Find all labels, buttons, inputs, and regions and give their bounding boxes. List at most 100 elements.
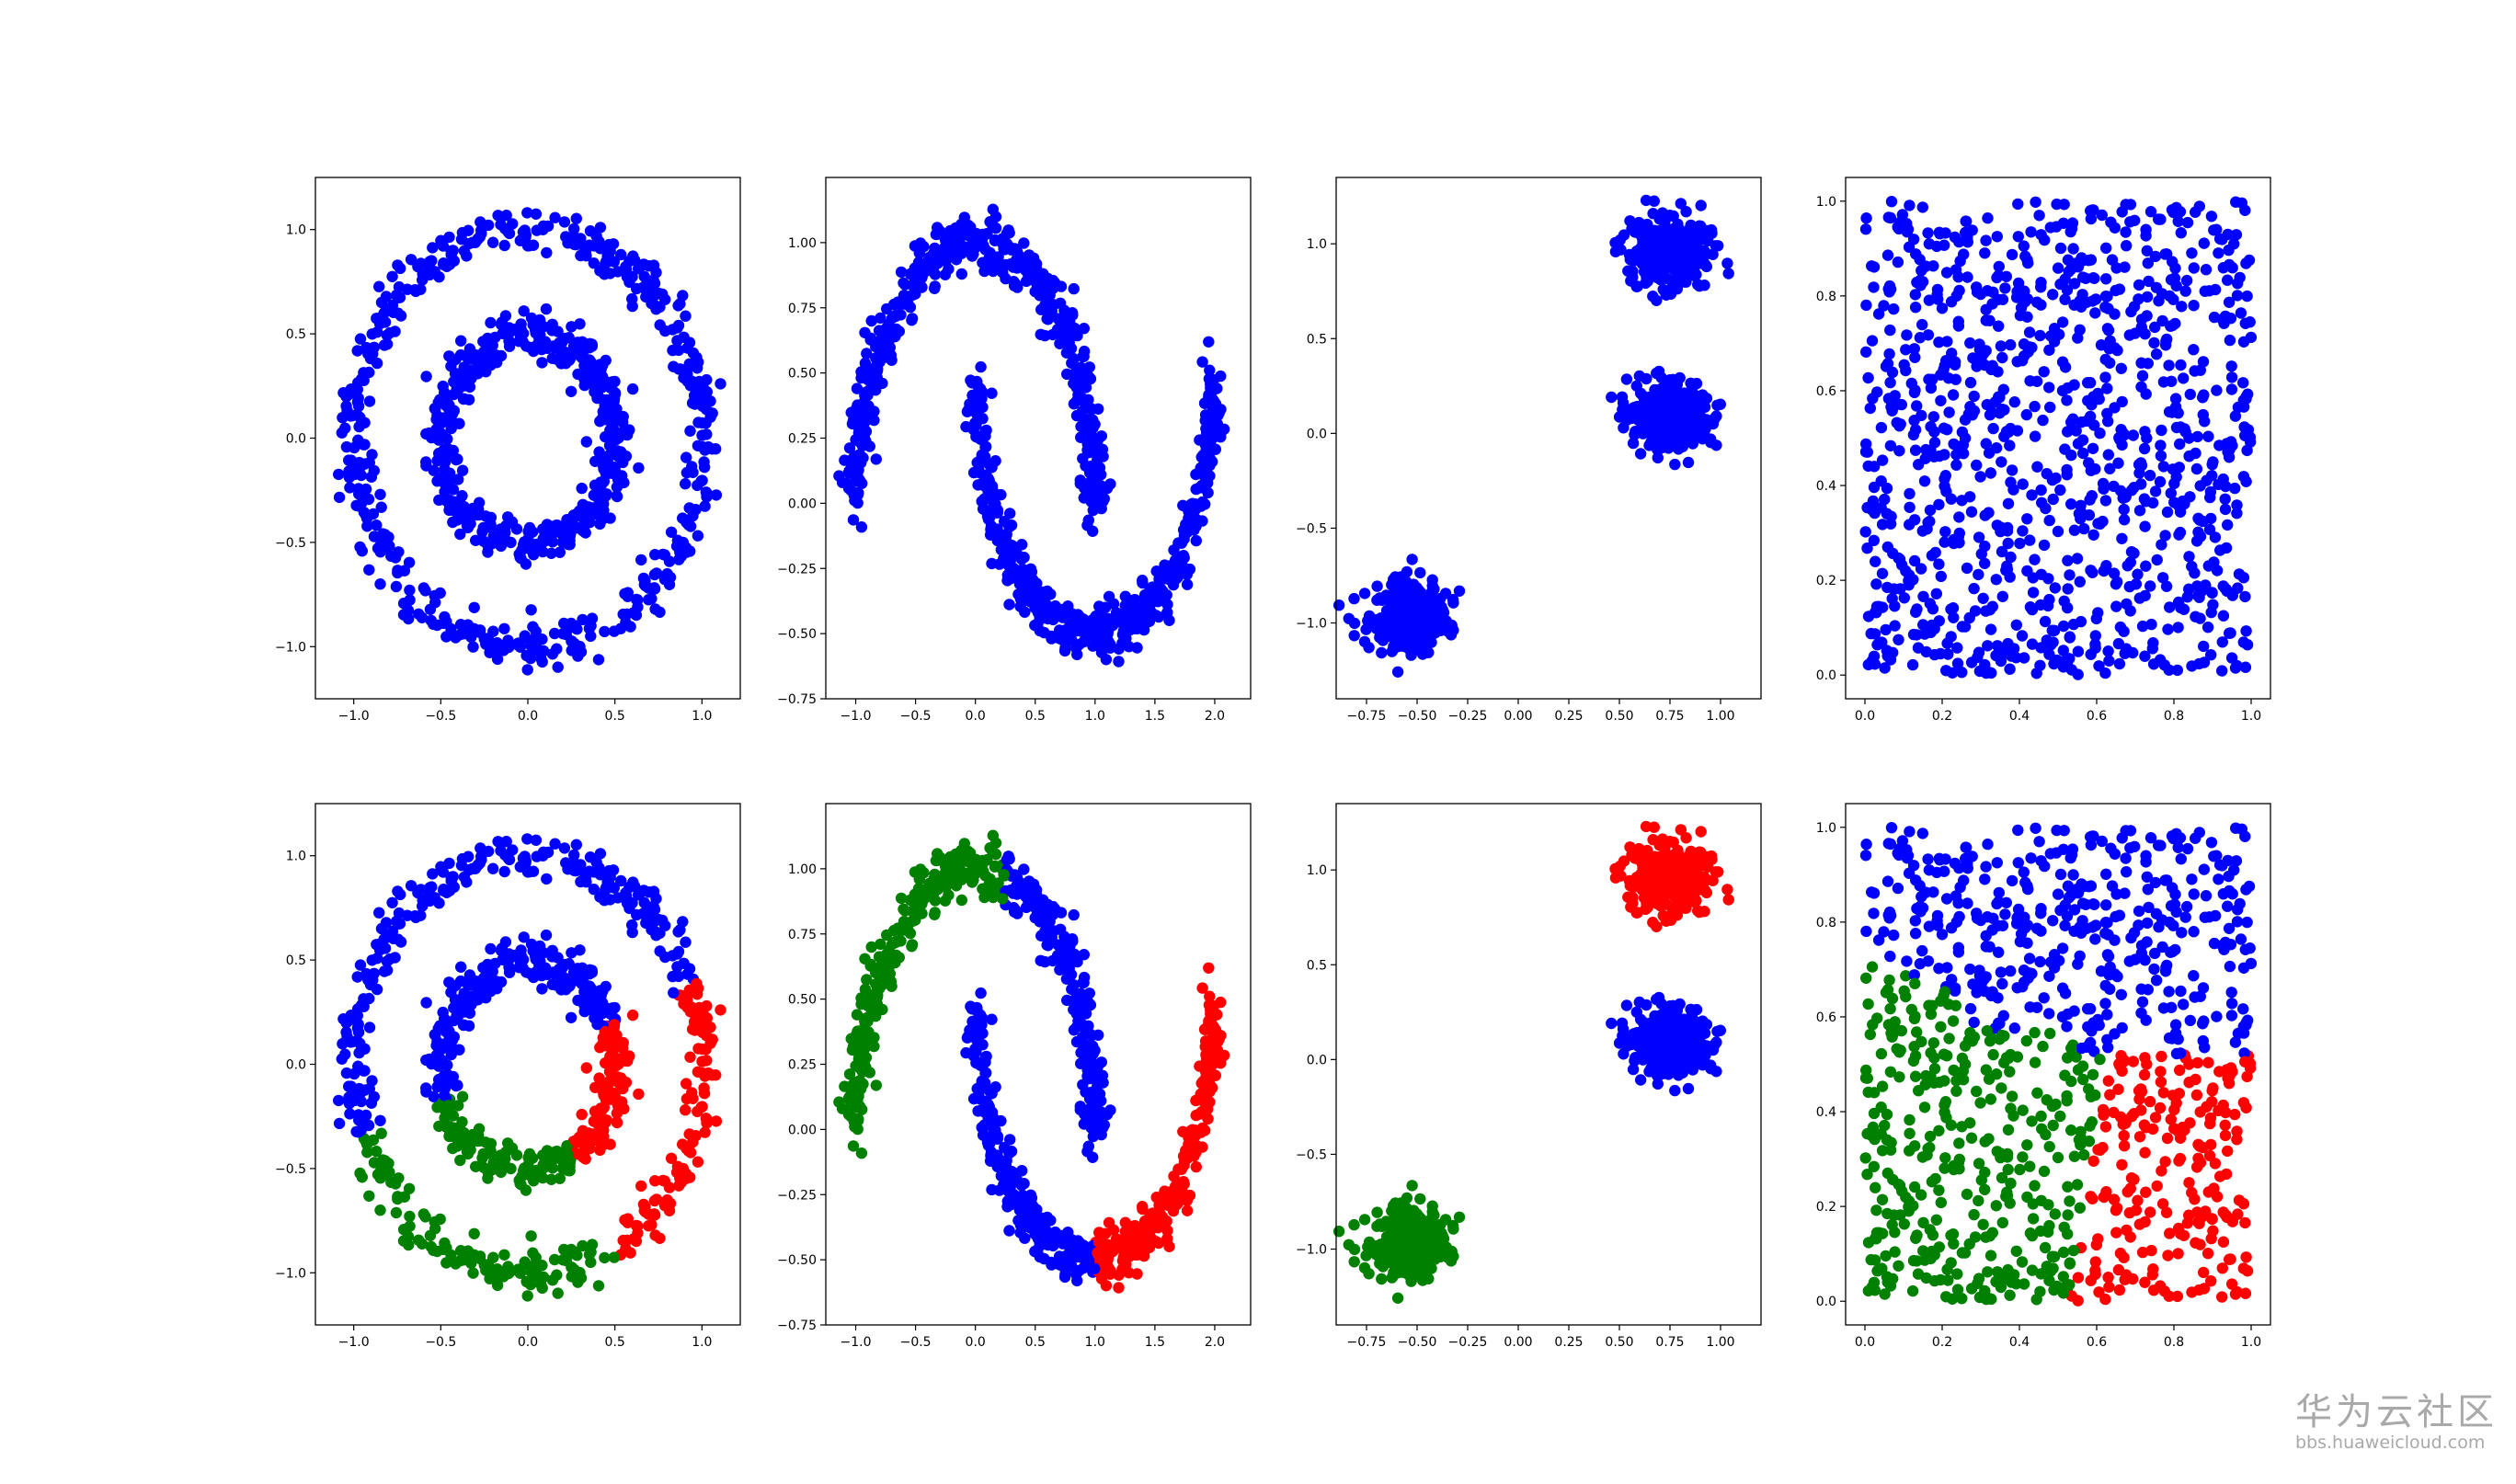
data-point — [1972, 651, 1984, 664]
data-point — [632, 594, 644, 606]
data-point — [371, 313, 383, 325]
data-point — [1968, 390, 1980, 403]
data-point — [2075, 506, 2087, 519]
data-point — [859, 357, 872, 370]
data-point — [1027, 252, 1040, 264]
x-tick-label: −0.50 — [1398, 709, 1437, 724]
data-point — [1418, 611, 1431, 624]
data-point — [623, 255, 635, 268]
data-point — [1082, 371, 1095, 382]
data-point — [2161, 333, 2173, 346]
data-point — [1888, 583, 1900, 595]
data-point — [2160, 580, 2173, 592]
data-point — [1887, 646, 1899, 658]
data-point — [1942, 648, 1954, 660]
data-point — [997, 267, 1009, 279]
data-point — [2132, 568, 2144, 580]
data-point — [1924, 504, 1937, 517]
data-point — [1439, 588, 1452, 599]
data-point — [397, 1224, 410, 1236]
data-point — [2213, 247, 2224, 259]
data-point — [419, 1211, 431, 1223]
data-point — [352, 1026, 365, 1038]
data-point — [1637, 428, 1649, 439]
data-point — [2100, 273, 2112, 285]
data-point — [2128, 301, 2141, 313]
y-tick-label: −0.25 — [777, 562, 817, 576]
data-point — [665, 526, 678, 538]
data-point — [2113, 283, 2126, 295]
data-point — [909, 276, 921, 288]
data-point — [626, 300, 638, 313]
data-point — [2062, 554, 2074, 566]
data-point — [2220, 480, 2232, 493]
data-point — [2062, 426, 2074, 438]
data-point — [986, 557, 998, 570]
data-point — [1080, 382, 1092, 394]
data-point — [585, 356, 597, 368]
data-point — [558, 216, 571, 228]
data-point — [513, 336, 525, 348]
data-point — [1078, 492, 1091, 504]
data-point — [517, 226, 530, 238]
data-point — [2205, 512, 2217, 525]
data-point — [2135, 321, 2147, 333]
data-point — [2116, 395, 2128, 408]
data-point — [1904, 519, 1916, 531]
data-point — [2121, 240, 2133, 252]
x-tick-label: 0.0 — [966, 709, 986, 724]
data-point — [592, 654, 605, 666]
data-point — [594, 891, 606, 903]
data-point — [336, 1053, 348, 1065]
data-point — [373, 907, 385, 919]
data-point — [1906, 658, 1919, 671]
data-point — [377, 528, 389, 540]
data-point — [1950, 373, 1961, 385]
data-point — [1999, 643, 2012, 656]
data-point — [1430, 607, 1443, 620]
data-point — [1947, 602, 1960, 614]
data-point — [441, 1059, 453, 1071]
data-point — [1003, 560, 1015, 572]
data-point — [405, 880, 417, 892]
data-point — [1893, 445, 1905, 457]
data-point — [537, 545, 549, 558]
data-point — [2090, 612, 2102, 625]
data-point — [1722, 268, 1734, 280]
data-point — [853, 432, 865, 444]
data-point — [484, 1273, 496, 1284]
data-point — [450, 453, 463, 466]
data-point — [458, 361, 470, 373]
data-point — [1898, 359, 1910, 371]
data-point — [345, 1080, 357, 1092]
y-tick-label: 0.0 — [286, 432, 306, 447]
data-point — [982, 488, 995, 500]
data-point — [395, 262, 406, 275]
data-point — [2178, 372, 2190, 384]
data-point — [1881, 508, 1893, 519]
data-point — [530, 208, 543, 220]
data-point — [2166, 375, 2178, 387]
data-point — [1203, 336, 1215, 348]
data-point — [2140, 496, 2152, 508]
data-point — [2098, 565, 2110, 577]
points — [1859, 196, 2258, 680]
data-point — [521, 664, 533, 676]
data-point — [1648, 253, 1661, 265]
data-point — [1913, 459, 1925, 471]
data-point — [2065, 498, 2077, 510]
data-point — [453, 417, 465, 429]
data-point — [599, 625, 611, 638]
data-point — [386, 270, 398, 282]
data-point — [333, 491, 346, 504]
data-point — [351, 345, 363, 357]
data-point — [1406, 554, 1418, 565]
data-point — [1653, 230, 1665, 243]
data-point — [390, 289, 403, 302]
data-point — [940, 255, 952, 268]
data-point — [2139, 650, 2151, 662]
data-point — [2057, 661, 2069, 673]
data-point — [2161, 248, 2173, 260]
data-point — [678, 957, 690, 970]
data-point — [1014, 251, 1027, 263]
